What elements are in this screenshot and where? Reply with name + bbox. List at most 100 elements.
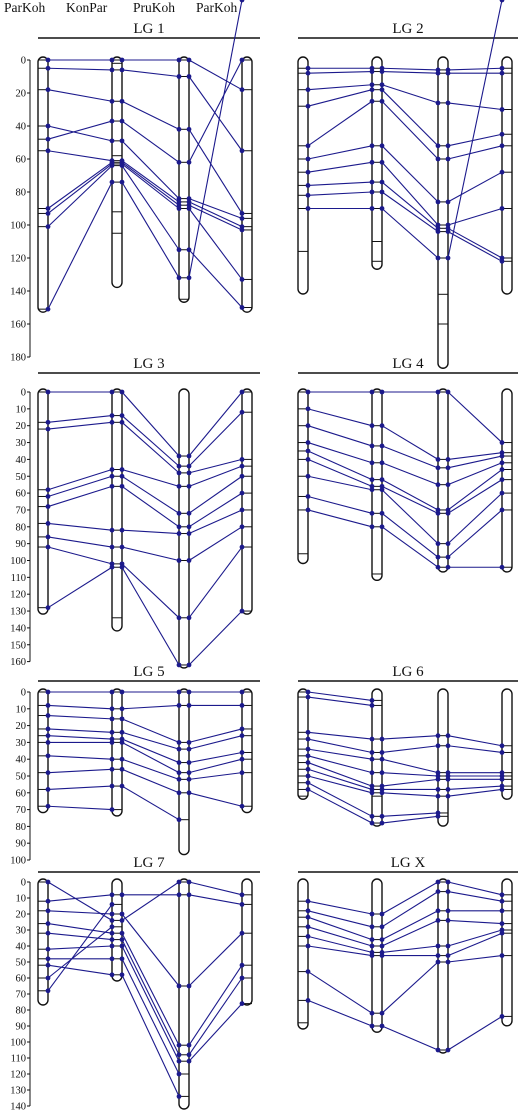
marker-dot: [186, 558, 192, 563]
marker-dot: [119, 892, 125, 898]
marker-dot: [45, 211, 51, 216]
marker-dot: [499, 440, 505, 445]
marker-dot: [369, 143, 375, 149]
axis-tick-label: 30: [16, 438, 27, 449]
marker-link-line: [447, 881, 503, 896]
marker-dot: [435, 229, 441, 235]
marker-dot: [369, 477, 375, 483]
marker-dot: [435, 813, 441, 819]
marker-link-line: [47, 910, 113, 915]
marker-dot: [239, 733, 245, 739]
axis-tick-label: 160: [10, 657, 26, 668]
marker-link-line: [47, 475, 113, 497]
marker-dot: [379, 460, 385, 466]
marker-dot: [45, 930, 51, 936]
marker-link-line: [121, 421, 180, 474]
marker-dot: [369, 189, 375, 195]
marker-link-line: [381, 891, 439, 928]
marker-link-line: [121, 718, 180, 743]
marker-link-line: [121, 415, 180, 467]
marker-dot: [45, 504, 51, 509]
marker-link-line: [47, 728, 113, 733]
marker-link-line: [47, 714, 113, 720]
marker-dot: [445, 953, 451, 958]
marker-dot: [176, 790, 182, 796]
marker-dot: [45, 713, 51, 718]
chromosome-bar: [437, 878, 449, 1054]
marker-link-line: [307, 425, 373, 447]
marker-link-line: [307, 900, 373, 915]
marker-link-line: [447, 0, 503, 259]
marker-link-line: [307, 748, 373, 760]
marker-dot: [109, 57, 115, 63]
marker-dot: [239, 389, 245, 395]
marker-dot: [239, 544, 245, 550]
marker-dot: [176, 510, 182, 516]
marker-dot: [435, 773, 441, 779]
marker-dot: [176, 159, 182, 165]
marker-dot: [109, 706, 115, 712]
marker-dot: [305, 156, 311, 162]
marker-dot: [239, 1001, 245, 1006]
marker-link-line: [121, 939, 180, 1056]
marker-dot: [45, 306, 51, 312]
marker-link-line: [47, 566, 113, 609]
marker-link-line: [447, 919, 503, 925]
marker-link-line: [47, 785, 113, 790]
axis-tick-label: 10: [16, 404, 27, 415]
marker-link-line: [307, 691, 373, 701]
marker-dot: [499, 490, 505, 496]
marker-link-line: [121, 785, 180, 821]
marker-link-line: [188, 546, 243, 619]
marker-link-line: [381, 181, 439, 229]
chromosome-bar: [437, 56, 449, 369]
marker-dot: [499, 1014, 505, 1019]
marker-dot: [186, 74, 192, 79]
marker-dot: [186, 770, 192, 776]
marker-link-line: [447, 479, 503, 514]
marker-link-line: [307, 89, 373, 107]
marker-dot: [435, 564, 441, 570]
marker-dot: [499, 776, 505, 782]
axis-tick-label: 40: [16, 942, 27, 953]
marker-link-line: [447, 133, 503, 147]
marker-link-line: [381, 526, 439, 568]
marker-dot: [435, 457, 441, 462]
marker-dot: [435, 943, 441, 949]
marker-dot: [109, 807, 115, 812]
marker-dot: [45, 148, 51, 154]
marker-dot: [109, 419, 115, 425]
marker-link-line: [381, 208, 439, 259]
marker-link-line: [307, 788, 373, 824]
marker-dot: [109, 716, 115, 722]
marker-dot: [369, 483, 375, 489]
marker-dot: [239, 750, 245, 755]
marker-link-line: [307, 442, 373, 464]
marker-link-line: [307, 755, 373, 774]
marker-dot: [45, 419, 51, 425]
marker-dot: [109, 930, 115, 936]
marker-dot: [45, 921, 51, 926]
marker-dot: [379, 483, 385, 489]
marker-dot: [119, 756, 125, 762]
chromosome-bar: [111, 56, 123, 289]
marker-dot: [239, 305, 245, 310]
marker-dot: [435, 67, 441, 73]
marker-link-line: [121, 945, 180, 1062]
marker-dot: [379, 159, 385, 165]
marker-dot: [239, 148, 245, 154]
marker-dot: [369, 911, 375, 917]
marker-dot: [176, 1071, 182, 1077]
marker-dot: [499, 787, 505, 792]
marker-dot: [176, 1052, 182, 1058]
marker-dot: [369, 179, 375, 185]
marker-link-line: [188, 1003, 243, 1062]
marker-dot: [45, 689, 51, 695]
marker-dot: [305, 70, 311, 76]
marker-dot: [445, 100, 451, 106]
marker-dot: [176, 1094, 182, 1099]
marker-dot: [45, 787, 51, 792]
panel-lg-7: LG 7 0 10 20 30 40 50 60 70 80 90 100 110 120 130 140: [10, 855, 260, 1113]
marker-dot: [445, 733, 451, 739]
marker-dot: [369, 65, 375, 71]
